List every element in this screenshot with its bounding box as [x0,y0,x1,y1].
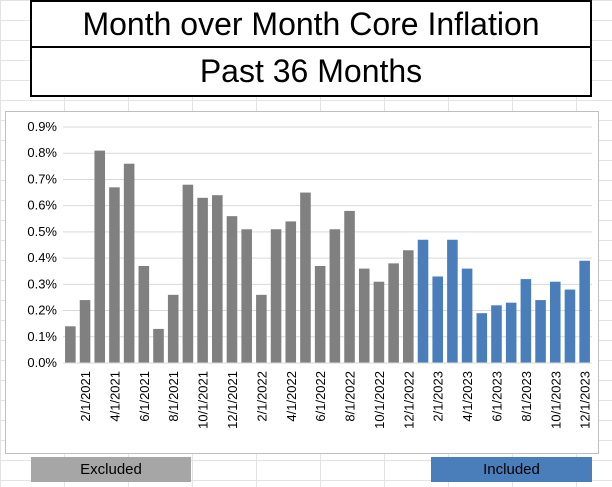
bar-6/1/2022 [314,265,326,363]
chart-title: Month over Month Core Inflation [30,0,592,48]
x-tick-label: 4/1/2022 [284,371,299,422]
bar-11/1/2021 [212,195,223,363]
x-tick-label: 12/1/2021 [225,371,240,429]
bar-5/1/2023 [476,313,488,363]
y-tick-label: 0.2% [27,303,57,318]
bar-7/1/2022 [329,229,341,363]
bar-10/1/2021 [197,197,208,363]
x-tick-label: 6/1/2022 [313,371,328,422]
bar-3/1/2021 [94,150,106,363]
y-tick-label: 0.9% [27,119,57,134]
x-tick-label: 8/1/2022 [343,371,358,422]
bar-10/1/2023 [549,281,561,363]
y-tick-label: 0.4% [27,250,57,265]
x-tick-label: 8/1/2023 [519,371,534,422]
y-tick-label: 0.8% [27,145,57,160]
y-tick-label: 0.3% [27,276,57,291]
bar-11/1/2023 [564,289,576,363]
bar-chart: 0.0% 0.1% 0.2% 0.3% 0.4% 0.5% 0.6% 0.7% 0.8% 0.9%… [27,119,593,429]
bar-9/1/2021 [182,184,194,363]
bar-1/1/2022 [241,229,252,363]
bar-8/1/2023 [520,279,532,363]
y-tick-label: 0.6% [27,198,57,213]
bar-3/1/2022 [270,229,282,363]
bar-5/1/2022 [300,192,311,363]
bar-5/1/2021 [123,163,135,363]
bar-6/1/2023 [491,305,502,363]
y-tick-label: 0.1% [27,329,57,344]
x-tick-label: 6/1/2023 [489,371,504,422]
x-tick-label: 2/1/2021 [78,371,93,422]
bar-4/1/2022 [285,221,297,363]
chart-subtitle: Past 36 Months [30,46,592,97]
y-tick-label: 0.7% [27,171,57,186]
x-tick-label: 10/1/2022 [372,371,387,429]
x-tick-label: 4/1/2023 [460,371,475,422]
x-tick-label: 2/1/2022 [254,371,269,422]
y-tick-label: 0.0% [27,355,57,370]
bar-1/1/2023 [417,239,429,363]
bar-9/1/2022 [358,268,370,363]
bar-2/1/2022 [256,294,267,363]
x-tick-label: 10/1/2023 [548,371,563,429]
bar-8/1/2022 [344,210,355,363]
bar-6/1/2021 [138,265,150,363]
bar-11/1/2022 [388,263,399,363]
x-tick-label: 2/1/2023 [431,371,446,422]
included-label: Included [431,457,592,482]
bar-4/1/2023 [461,268,473,363]
x-tick-label: 12/1/2022 [401,371,416,429]
bar-8/1/2021 [167,294,179,363]
x-tick-label: 4/1/2021 [107,371,122,422]
bar-12/1/2021 [226,216,238,363]
x-tick-label: 8/1/2021 [166,371,181,422]
x-tick-label: 10/1/2021 [196,371,211,429]
chart-area[interactable]: 0.0% 0.1% 0.2% 0.3% 0.4% 0.5% 0.6% 0.7% 0.8% 0.9%… [5,111,599,454]
bar-12/1/2023 [579,260,590,363]
excluded-label: Excluded [31,457,191,482]
bar-7/1/2023 [505,302,517,363]
bar-12/1/2022 [403,250,414,363]
bar-9/1/2023 [535,300,546,363]
bar-2/1/2021 [79,300,91,363]
x-tick-label: 6/1/2021 [137,371,152,422]
bar-2/1/2023 [432,276,443,363]
bar-10/1/2022 [373,281,385,363]
y-tick-label: 0.5% [27,224,57,239]
bar-3/1/2023 [447,239,458,363]
x-tick-label: 12/1/2023 [578,371,593,429]
bar-1/1/2021 [65,326,76,363]
bar-7/1/2021 [153,328,164,363]
bar-4/1/2021 [109,187,120,363]
